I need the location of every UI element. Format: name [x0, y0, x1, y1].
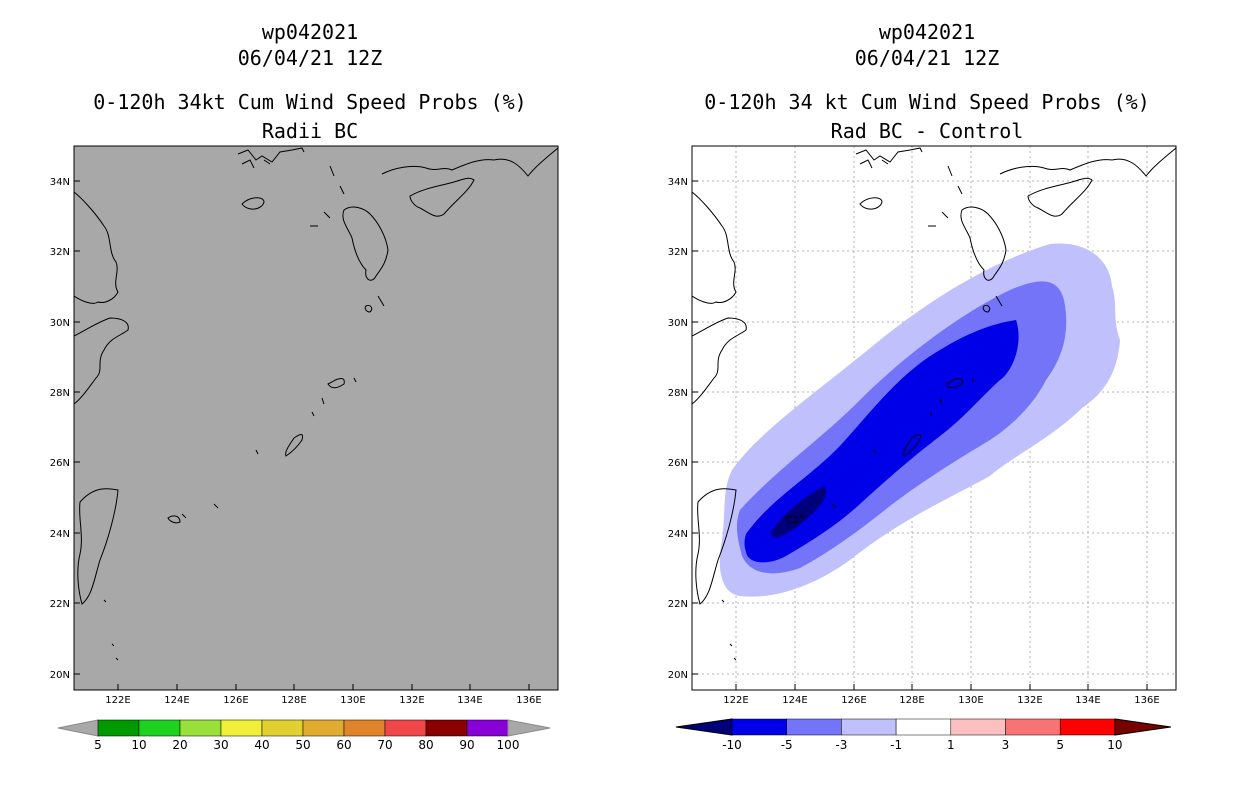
- left-storm-id: wp042021: [261, 20, 359, 44]
- left-chart-title: 0-120h 34kt Cum Wind Speed Probs (%): [93, 90, 527, 114]
- lon-label: 122E: [723, 695, 748, 706]
- lat-label: 24N: [668, 529, 688, 540]
- colorbar-swatch: [343, 719, 386, 737]
- left-axes: 122E 124E 126E 128E 130E 132E 134E 136E 34N 32N 30…: [50, 177, 542, 706]
- colorbar-left-arrow: [57, 719, 99, 737]
- colorbar-right-arrow: [507, 719, 551, 737]
- colorbar-label: 90: [459, 738, 474, 752]
- colorbar-swatch: [302, 719, 345, 737]
- lon-label: 132E: [1017, 695, 1042, 706]
- lat-label: 22N: [50, 599, 70, 610]
- colorbar-label: 60: [336, 738, 351, 752]
- left-map-background: [74, 146, 558, 690]
- colorbar-swatch: [97, 719, 140, 737]
- colorbar-swatch: [425, 719, 468, 737]
- colorbar-swatch: [895, 718, 952, 736]
- colorbar-swatch: [220, 719, 263, 737]
- lat-label: 28N: [668, 388, 688, 399]
- colorbar-label: 50: [295, 738, 310, 752]
- colorbar-label: 100: [497, 738, 520, 752]
- colorbar-label: 30: [213, 738, 228, 752]
- left-chart-subtitle: Radii BC: [261, 119, 359, 143]
- colorbar-swatch: [786, 718, 842, 736]
- colorbar-swatch: [1005, 718, 1061, 736]
- lat-label: 26N: [668, 458, 688, 469]
- colorbar-label: 10: [131, 738, 146, 752]
- lat-label: 32N: [50, 247, 70, 258]
- lon-label: 128E: [281, 695, 306, 706]
- colorbar-swatch: [731, 718, 787, 736]
- colorbar-swatch: [261, 719, 304, 737]
- colorbar-label: 3: [1002, 738, 1010, 752]
- colorbar-right-arrow: [1114, 718, 1171, 736]
- left-datetime: 06/04/21 12Z: [237, 46, 383, 70]
- lat-label: 34N: [668, 177, 688, 188]
- lon-label: 136E: [1134, 695, 1159, 706]
- right-colorbar: -10 -5 -3 -1 1 3 5 10: [675, 718, 1171, 752]
- colorbar-label: 10: [1107, 738, 1122, 752]
- colorbar-label: 20: [172, 738, 187, 752]
- lat-label: 26N: [50, 458, 70, 469]
- colorbar-swatch: [1059, 718, 1116, 736]
- left-colorbar: 5 10 20 30 40 50 60 70 80 90 100: [57, 719, 551, 752]
- right-axes: 122E 124E 126E 128E 130E 132E 134E 136E 34N 32N 30…: [668, 177, 1160, 706]
- left-map-frame: [73, 145, 559, 691]
- contour-minus-10: [771, 486, 827, 538]
- colorbar-left-arrow: [675, 718, 733, 736]
- colorbar-label: 40: [254, 738, 269, 752]
- colorbar-swatch: [138, 719, 181, 737]
- left-map-panel: 122E 124E 126E 128E 130E 132E 134E 136E 34N 32N 30…: [50, 145, 559, 752]
- colorbar-label: 70: [377, 738, 392, 752]
- lon-label: 128E: [899, 695, 924, 706]
- lat-label: 20N: [668, 670, 688, 681]
- lat-label: 30N: [50, 318, 70, 329]
- colorbar-swatch: [466, 719, 509, 737]
- lon-label: 134E: [457, 695, 482, 706]
- lon-label: 130E: [958, 695, 983, 706]
- lon-label: 126E: [841, 695, 866, 706]
- lon-label: 132E: [399, 695, 424, 706]
- colorbar-label: 80: [418, 738, 433, 752]
- lon-label: 126E: [223, 695, 248, 706]
- colorbar-swatch: [950, 718, 1006, 736]
- colorbar-label: 1: [947, 738, 955, 752]
- lon-label: 124E: [782, 695, 807, 706]
- colorbar-label: -3: [835, 738, 847, 752]
- right-map-panel: 122E 124E 126E 128E 130E 132E 134E 136E 34N 32N 30…: [668, 145, 1177, 752]
- lat-label: 24N: [50, 529, 70, 540]
- lon-label: 124E: [164, 695, 189, 706]
- lon-label: 136E: [516, 695, 541, 706]
- right-chart-title: 0-120h 34 kt Cum Wind Speed Probs (%): [704, 90, 1150, 114]
- lon-label: 130E: [340, 695, 365, 706]
- colorbar-label: -10: [722, 738, 742, 752]
- right-chart-subtitle: Rad BC - Control: [830, 119, 1024, 143]
- lat-label: 20N: [50, 670, 70, 681]
- right-storm-id: wp042021: [878, 20, 976, 44]
- colorbar-label: -5: [781, 738, 793, 752]
- lon-label: 122E: [105, 695, 130, 706]
- lat-label: 32N: [668, 247, 688, 258]
- colorbar-swatch: [841, 718, 897, 736]
- lon-label: 134E: [1075, 695, 1100, 706]
- colorbar-swatch: [179, 719, 222, 737]
- lat-label: 30N: [668, 318, 688, 329]
- colorbar-label: 5: [1056, 738, 1064, 752]
- colorbar-label: -1: [890, 738, 902, 752]
- colorbar-label: 5: [94, 738, 102, 752]
- right-map-frame: [691, 145, 1177, 691]
- right-datetime: 06/04/21 12Z: [854, 46, 1000, 70]
- lat-label: 28N: [50, 388, 70, 399]
- lat-label: 34N: [50, 177, 70, 188]
- colorbar-swatch: [384, 719, 427, 737]
- lat-label: 22N: [668, 599, 688, 610]
